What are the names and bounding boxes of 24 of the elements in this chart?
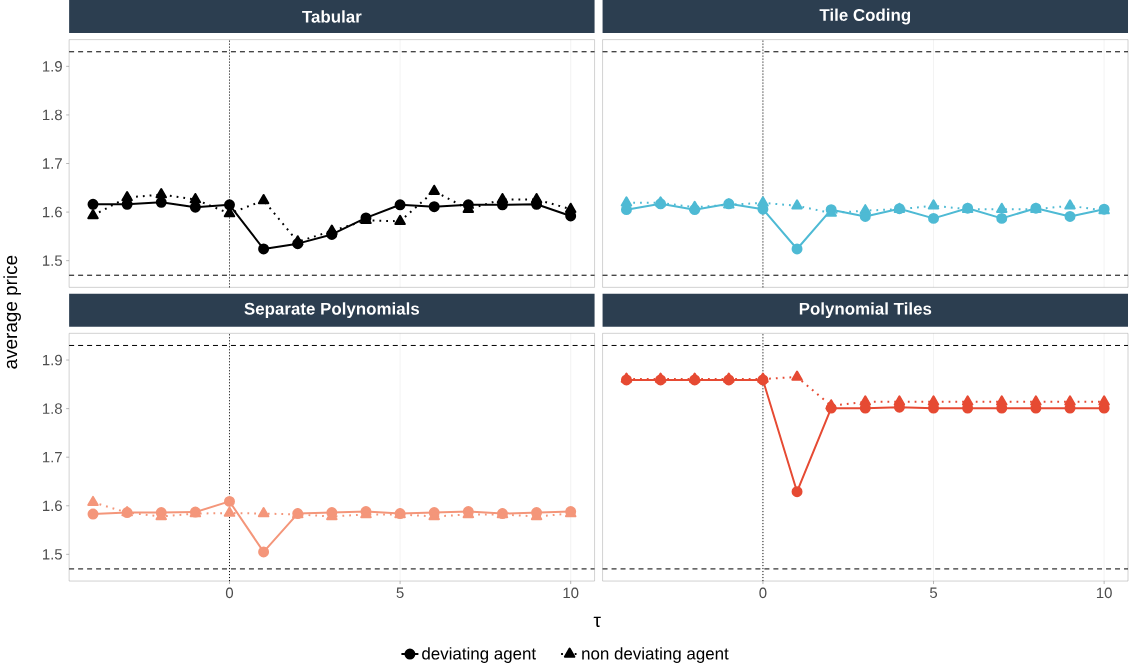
chart-title: Tabular	[302, 10, 362, 23]
y-tick-label: 1.9	[43, 61, 62, 72]
y-tick-label: 1.8	[43, 403, 62, 414]
y-tick-label: 1.5	[43, 255, 62, 266]
y-tick-label: 1.6	[43, 206, 62, 218]
y-tick-label: 1.8	[43, 109, 62, 121]
x-tick-label: 5	[929, 587, 938, 598]
legend-label: deviating agent	[422, 647, 536, 663]
y-tick-label: 1.6	[43, 500, 62, 512]
x-tick-label: 10	[563, 587, 579, 599]
x-tick-label: 0	[225, 587, 234, 599]
x-tick-label: 10	[1096, 587, 1112, 599]
chart-title: Polynomial Tiles	[799, 302, 932, 319]
y-tick-label: 1.9	[43, 354, 62, 366]
x-tick-label: 5	[396, 587, 404, 598]
chart-title: Separate Polynomials	[244, 302, 420, 319]
chart-title: Tile Coding	[819, 8, 911, 25]
y-tick-label: 1.5	[43, 549, 62, 560]
y-axis-title: average price	[3, 255, 21, 369]
legend-label: non deviating agent	[582, 647, 729, 663]
x-axis-title: τ	[593, 616, 601, 627]
y-tick-label: 1.7	[43, 452, 62, 463]
y-tick-label: 1.7	[43, 158, 62, 169]
x-tick-label: 0	[759, 587, 767, 599]
